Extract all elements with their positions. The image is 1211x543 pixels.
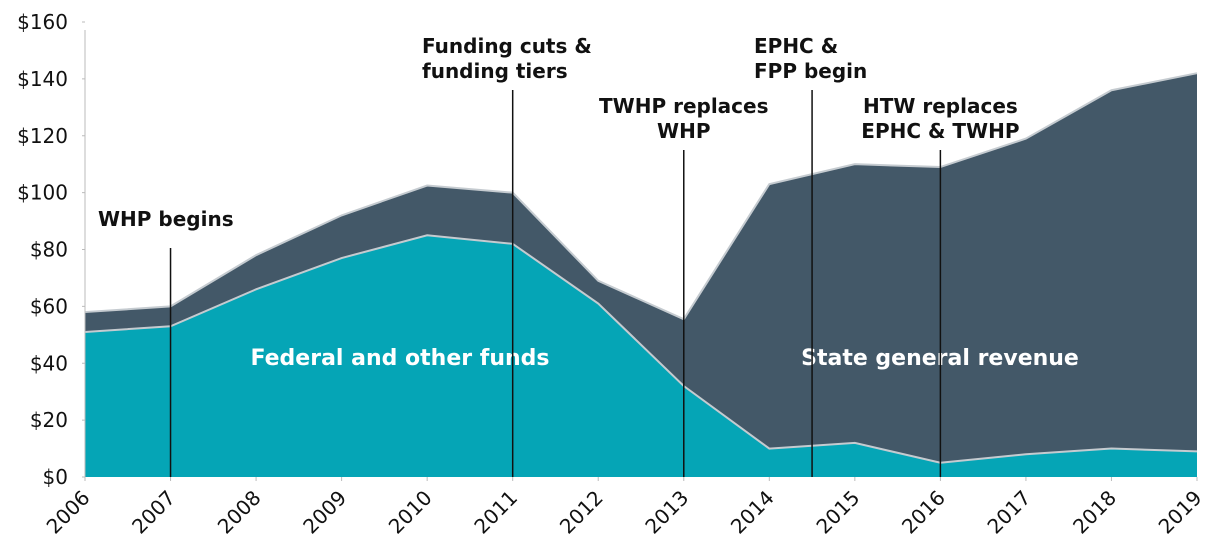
x-tick-label: 2009 [298, 486, 351, 539]
area-outline [84, 72, 1198, 321]
y-tick-label: $60 [30, 294, 68, 318]
x-tick-label: 2014 [726, 486, 779, 539]
x-tick-label: 2017 [982, 486, 1035, 539]
x-tick-label: 2018 [1068, 486, 1121, 539]
y-tick-label: $40 [30, 351, 68, 375]
annotation-text: WHP [657, 119, 710, 143]
y-tick-label: $140 [17, 67, 68, 91]
annotation-text: HTW replaces [863, 94, 1018, 118]
y-tick-label: $160 [17, 10, 68, 34]
annotation-text: funding tiers [422, 59, 568, 83]
x-tick-label: 2010 [384, 486, 437, 539]
annotation-text: Funding cuts & [422, 34, 592, 58]
x-tick-label: 2006 [42, 486, 95, 539]
x-tick-label: 2008 [213, 486, 266, 539]
annotation-text: TWHP replaces [599, 94, 768, 118]
x-tick-label: 2016 [897, 486, 950, 539]
y-tick-label: $20 [30, 408, 68, 432]
y-tick-label: $120 [17, 124, 68, 148]
x-tick-label: 2013 [640, 486, 693, 539]
x-tick-label: 2011 [469, 486, 522, 539]
x-tick-label: 2007 [127, 486, 180, 539]
y-tick-label: $80 [30, 238, 68, 262]
x-tick-label: 2015 [811, 486, 864, 539]
y-tick-label: $0 [43, 465, 68, 489]
x-tick-label: 2012 [555, 486, 608, 539]
area [85, 235, 1197, 477]
area-outline [84, 234, 1198, 464]
annotation-text: FPP begin [754, 59, 867, 83]
y-tick-label: $100 [17, 181, 68, 205]
area-label: Federal and other funds [251, 346, 550, 371]
annotation-text: WHP begins [98, 207, 234, 231]
annotation-text: EPHC & TWHP [861, 119, 1019, 143]
annotation-text: EPHC & [754, 34, 838, 58]
area [85, 73, 1197, 463]
x-tick-label: 2019 [1154, 486, 1207, 539]
